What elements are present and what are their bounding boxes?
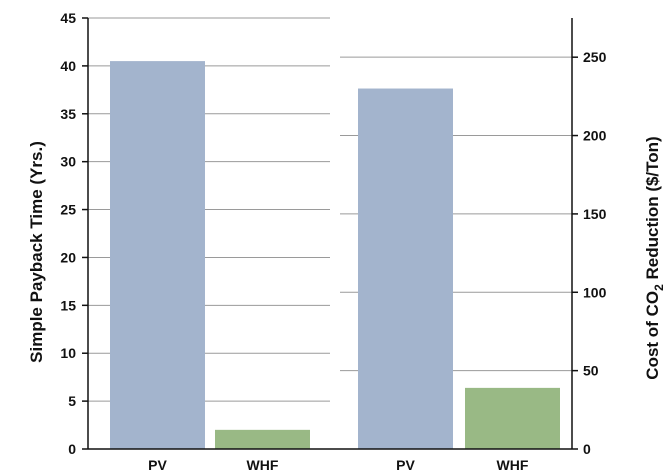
left-tick-label: 5 bbox=[68, 393, 76, 409]
right-tick-label: 50 bbox=[583, 363, 599, 379]
x-category-label-left-pv: PV bbox=[148, 457, 167, 473]
right-tick-label: 0 bbox=[583, 441, 591, 457]
left-tick-label: 30 bbox=[60, 154, 76, 170]
left-tick-label: 45 bbox=[60, 10, 76, 26]
x-category-label-right-whf: WHF bbox=[497, 457, 529, 473]
right-tick-label: 100 bbox=[583, 284, 607, 300]
axes bbox=[82, 17, 578, 450]
right-axis-title-subscript: 2 bbox=[652, 284, 666, 291]
left-tick-label: 15 bbox=[60, 297, 76, 313]
x-category-label-right-pv: PV bbox=[396, 457, 415, 473]
right-axis-title: Cost of CO2 Reduction ($/Ton) bbox=[643, 136, 666, 379]
bar-right-whf bbox=[465, 387, 560, 449]
left-tick-label: 40 bbox=[60, 58, 76, 74]
right-axis-title-part1: Cost of CO bbox=[643, 291, 662, 380]
left-tick-label: 0 bbox=[68, 441, 76, 457]
x-category-label-left-whf: WHF bbox=[247, 457, 279, 473]
bar-left-whf bbox=[215, 429, 310, 449]
right-tick-label: 200 bbox=[583, 128, 607, 144]
left-tick-label: 25 bbox=[60, 202, 76, 218]
bar-right-pv bbox=[358, 88, 453, 449]
left-tick-label: 10 bbox=[60, 345, 76, 361]
right-axis-title-part2: Reduction ($/Ton) bbox=[643, 136, 662, 284]
left-tick-label: 35 bbox=[60, 106, 76, 122]
bars bbox=[110, 61, 560, 449]
tick-labels: 0 5 10 15 20 25 30 35 40 45 0 50 100 150 200 250 PV WHF PV… bbox=[60, 10, 606, 473]
right-tick-label: 250 bbox=[583, 49, 607, 65]
bar-left-pv bbox=[110, 61, 205, 449]
left-axis-title: Simple Payback Time (Yrs.) bbox=[27, 141, 46, 363]
left-tick-label: 20 bbox=[60, 249, 76, 265]
right-tick-label: 150 bbox=[583, 206, 607, 222]
